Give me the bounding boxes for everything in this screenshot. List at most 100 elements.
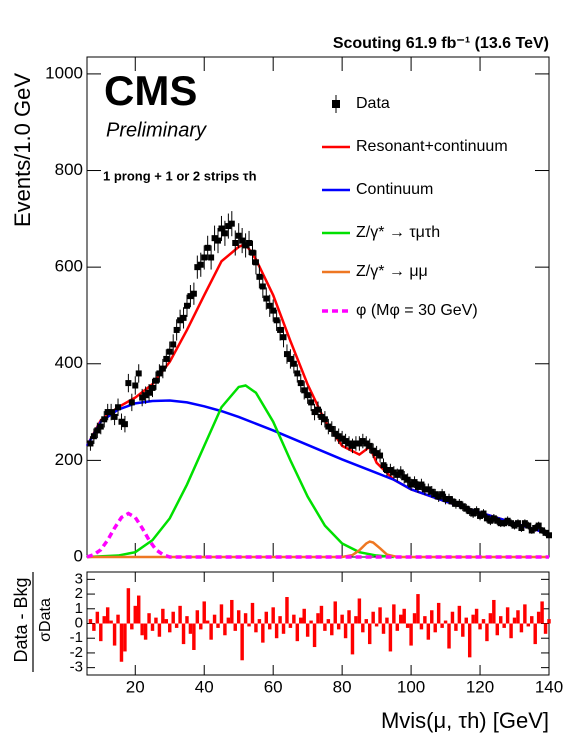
pull-bar (519, 623, 524, 633)
data-point (449, 498, 456, 505)
data-point (280, 334, 287, 341)
data-point (514, 520, 521, 527)
data-point (359, 438, 366, 445)
pull-bar (350, 623, 355, 655)
data-point (221, 230, 228, 237)
data-point (273, 317, 280, 324)
data-point (173, 326, 180, 333)
data-point (528, 527, 535, 534)
data-point (473, 508, 480, 515)
pull-bar (454, 623, 458, 631)
data-point (132, 382, 139, 389)
pull-bar (467, 623, 472, 658)
pull-bar (233, 623, 237, 631)
pull-bar (278, 616, 282, 624)
data-point (404, 476, 411, 483)
pull-bar (133, 605, 137, 624)
pull-bar (495, 623, 500, 636)
ratio-y-tick-label: 0 (75, 614, 83, 631)
data-point (546, 532, 552, 539)
y-tick-label: 800 (55, 160, 83, 179)
pull-bar (92, 623, 96, 631)
pull-bar (540, 601, 544, 624)
data-point (401, 474, 408, 481)
pull-bar (264, 611, 269, 624)
data-point (166, 348, 173, 355)
pull-bar (516, 610, 520, 624)
data-point (418, 481, 425, 488)
fit-curve (86, 511, 549, 559)
pull-bar (178, 605, 182, 624)
data-point (297, 380, 304, 387)
pull-bar (199, 623, 203, 630)
pull-bar (192, 623, 196, 650)
pull-bar (392, 604, 396, 624)
data-point (187, 293, 194, 300)
pull-bar (254, 623, 258, 633)
data-point (490, 515, 497, 522)
data-point (115, 404, 122, 411)
data-point (408, 481, 415, 488)
pull-bar (257, 619, 262, 624)
data-point (208, 254, 215, 261)
data-point (183, 302, 190, 309)
data-point (532, 525, 539, 532)
pull-bar (505, 607, 510, 624)
data-point (339, 435, 346, 442)
pull-bar (295, 623, 300, 642)
legend-label: Resonant+continuum (356, 138, 508, 155)
pull-bar (478, 623, 482, 630)
pull-bar (330, 623, 334, 636)
pull-bar (219, 604, 224, 624)
data-point (508, 520, 515, 527)
pull-bar (88, 619, 93, 624)
data-point (349, 442, 356, 449)
data-point (470, 510, 477, 517)
data-point (266, 302, 273, 309)
y-tick-label: 400 (55, 353, 83, 372)
data-point (352, 440, 359, 447)
data-point (501, 520, 508, 527)
legend-label: Data (356, 95, 390, 112)
data-point (466, 508, 473, 515)
data-point (249, 249, 256, 256)
pull-bar (481, 619, 486, 624)
data-point (315, 406, 321, 413)
data-point (380, 462, 387, 469)
pull-bar (99, 623, 103, 642)
data-point (139, 394, 146, 401)
data-point (125, 380, 132, 387)
data-point (435, 493, 442, 500)
data-point (277, 326, 284, 333)
pull-bar (126, 588, 131, 624)
pull-bar (174, 623, 179, 628)
pull-bar (433, 623, 437, 633)
pull-bar (154, 617, 158, 624)
data-point (142, 392, 149, 399)
pull-bar (105, 607, 110, 624)
pull-bar (250, 602, 255, 624)
x-tick-label: 60 (264, 677, 283, 696)
data-point (97, 423, 104, 430)
data-point (87, 440, 94, 447)
data-point (542, 529, 549, 536)
pull-bar (326, 619, 331, 624)
data-point (328, 425, 335, 432)
data-point (190, 290, 197, 297)
pull-bar (185, 616, 189, 624)
pull-bar (271, 607, 275, 624)
data-point (211, 235, 218, 242)
data-point (363, 440, 370, 447)
data-point (204, 244, 211, 251)
data-point (511, 522, 518, 529)
pull-bar (367, 623, 372, 645)
experiment: CMS (104, 67, 197, 114)
ratio-y-tick-label: 1 (75, 600, 83, 617)
ratio-y-tick-label: -2 (70, 644, 83, 661)
pull-bar (416, 594, 420, 624)
data-point (504, 517, 511, 524)
pull-bar (230, 599, 234, 624)
pull-bar (381, 623, 386, 634)
x-tick-label: 80 (333, 677, 352, 696)
data-point (535, 522, 542, 529)
